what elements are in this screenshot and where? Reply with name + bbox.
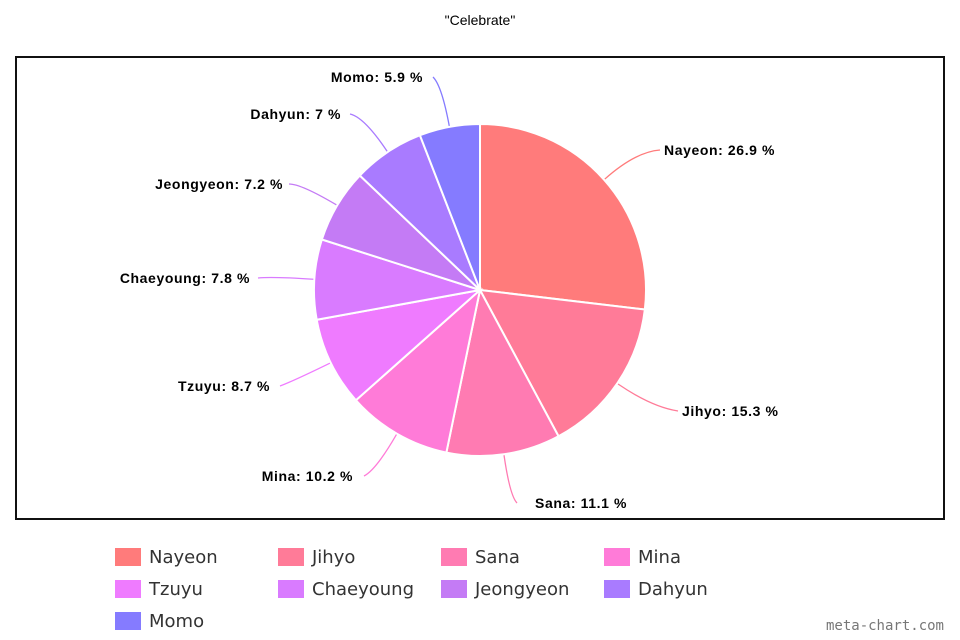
data-label-momo: Momo: 5.9 %: [331, 69, 423, 85]
pie-slice-sana: [445, 287, 560, 457]
leader-line-chaeyoung: [257, 276, 314, 280]
data-label-mina: Mina: 10.2 %: [262, 468, 353, 484]
legend-label: Momo: [149, 610, 205, 632]
legend-label: Tzuyu: [149, 578, 203, 600]
legend-item-dahyun[interactable]: Dahyun: [604, 578, 767, 600]
pie-slice-jihyo: [478, 288, 646, 438]
data-label-sana: Sana: 11.1 %: [535, 495, 627, 511]
legend-label: Sana: [475, 546, 520, 568]
legend-item-jeongyeon[interactable]: Jeongyeon: [441, 578, 604, 600]
leader-line-mina: [363, 434, 397, 477]
legend-item-nayeon[interactable]: Nayeon: [115, 546, 278, 568]
data-label-chaeyoung: Chaeyoung: 7.8 %: [120, 270, 250, 286]
data-label-nayeon: Nayeon: 26.9 %: [664, 142, 775, 158]
legend-item-jihyo[interactable]: Jihyo: [278, 546, 441, 568]
chart-legend: Nayeon Jihyo Sana Mina Tzuyu Chaeyoung Jeongye…: [115, 546, 875, 632]
data-label-jihyo: Jihyo: 15.3 %: [682, 403, 779, 419]
legend-swatch: [604, 580, 630, 598]
pie-slice-mina: [354, 287, 482, 454]
leader-line-dahyun: [349, 113, 388, 152]
leader-line-momo: [432, 76, 450, 126]
chart-title: "Celebrate": [444, 12, 516, 28]
legend-item-tzuyu[interactable]: Tzuyu: [115, 578, 278, 600]
legend-label: Jihyo: [312, 546, 356, 568]
legend-swatch: [441, 548, 467, 566]
legend-label: Jeongyeon: [475, 578, 570, 600]
pie-slice-momo: [418, 122, 481, 291]
watermark: meta-chart.com: [825, 618, 944, 634]
legend-label: Nayeon: [149, 546, 218, 568]
legend-swatch: [115, 548, 141, 566]
legend-swatch: [441, 580, 467, 598]
legend-swatch: [604, 548, 630, 566]
pie-slice-tzuyu: [315, 288, 484, 402]
legend-label: Chaeyoung: [312, 578, 414, 600]
data-label-tzuyu: Tzuyu: 8.7 %: [178, 378, 270, 394]
leader-line-tzuyu: [279, 362, 331, 387]
legend-swatch: [278, 580, 304, 598]
leader-line-jihyo: [617, 383, 679, 412]
legend-item-mina[interactable]: Mina: [604, 546, 767, 568]
legend-label: Mina: [638, 546, 681, 568]
legend-label: Dahyun: [638, 578, 708, 600]
leader-line-jeongyeon: [288, 183, 337, 206]
data-label-dahyun: Dahyun: 7 %: [250, 106, 341, 122]
legend-swatch: [278, 548, 304, 566]
leader-line-nayeon: [604, 149, 661, 180]
data-label-jeongyeon: Jeongyeon: 7.2 %: [155, 176, 283, 192]
leader-line-sana: [503, 455, 518, 504]
legend-swatch: [115, 612, 141, 630]
pie-slice-nayeon: [479, 122, 647, 311]
legend-item-chaeyoung[interactable]: Chaeyoung: [278, 578, 441, 600]
legend-item-sana[interactable]: Sana: [441, 546, 604, 568]
legend-swatch: [115, 580, 141, 598]
legend-item-momo[interactable]: Momo: [115, 610, 278, 632]
